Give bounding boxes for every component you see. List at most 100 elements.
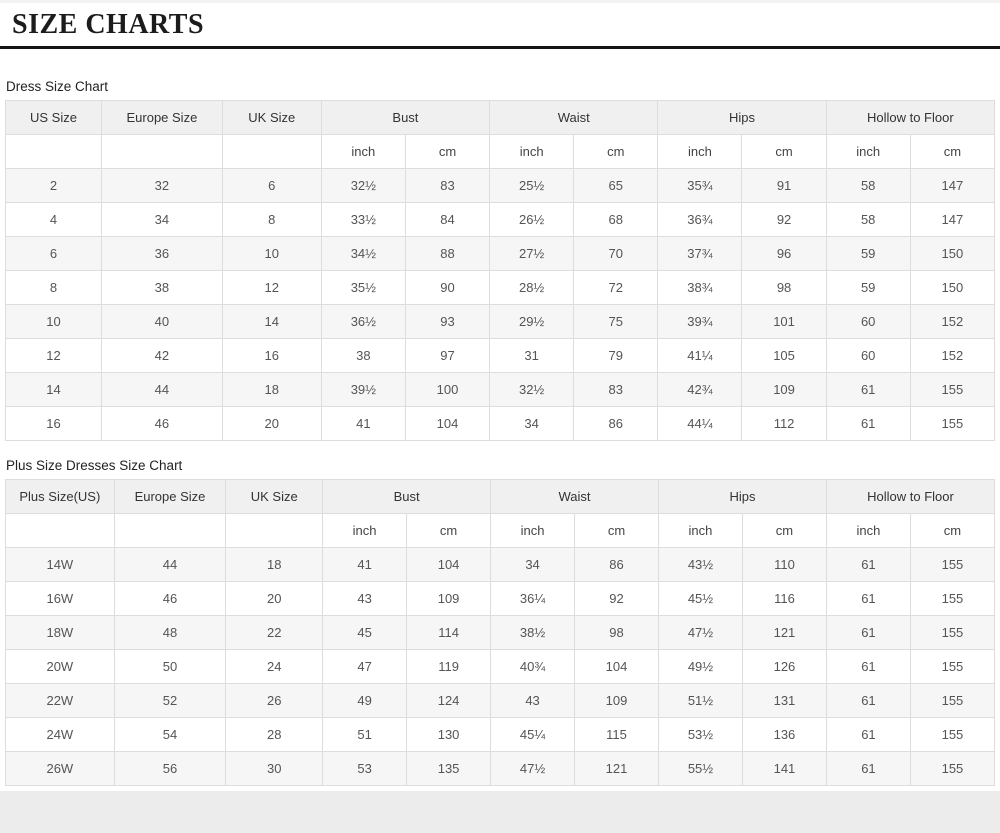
table-row: 6 36 10 34½ 88 27½ 70 37¾ 96 59 150 — [4, 236, 996, 272]
table-cell: 124 — [406, 683, 492, 719]
table-cell: 18W — [5, 615, 115, 651]
title-divider — [0, 46, 1000, 50]
column-header: Waist — [490, 479, 659, 515]
table-cell: 45 — [322, 615, 408, 651]
table-cell: 50 — [113, 649, 227, 685]
table-row: 16W 46 20 43 109 36¼ 92 45½ 116 61 155 — [5, 581, 996, 617]
table-cell: 68 — [573, 202, 659, 238]
table-cell: 53½ — [658, 717, 743, 753]
table-cell: 53 — [322, 751, 408, 787]
table-cell: 155 — [909, 406, 996, 442]
empty-header-cell — [5, 513, 115, 549]
table-cell: 36¾ — [657, 202, 743, 238]
table-cell: 55½ — [658, 751, 743, 787]
table-cell: 147 — [909, 202, 996, 238]
table-cell: 47½ — [490, 751, 576, 787]
table-cell: 41 — [322, 547, 408, 583]
table-cell: 104 — [404, 406, 491, 442]
table-cell: 40¾ — [490, 649, 576, 685]
dress-size-chart-label: Dress Size Chart — [6, 79, 109, 95]
table-cell: 61 — [825, 615, 911, 651]
table-row: 18W 48 22 45 114 38½ 98 47½ 121 61 155 — [5, 615, 996, 651]
table-cell: 51½ — [658, 683, 743, 719]
table-cell: 36¼ — [490, 581, 576, 617]
table-cell: 130 — [406, 717, 492, 753]
table-cell: 37¾ — [657, 236, 743, 272]
unit-header-cell: inch — [825, 134, 911, 170]
table-cell: 27½ — [489, 236, 575, 272]
unit-header-cell: inch — [490, 513, 576, 549]
column-header: UK Size — [221, 100, 322, 136]
table-cell: 48 — [113, 615, 227, 651]
table-cell: 93 — [404, 304, 491, 340]
table-cell: 61 — [825, 683, 911, 719]
table-cell: 105 — [741, 338, 827, 374]
empty-header-cell — [4, 134, 103, 170]
column-header: Hollow to Floor — [825, 100, 996, 136]
table-cell: 6 — [4, 236, 103, 272]
table-cell: 43½ — [658, 547, 743, 583]
table-cell: 18 — [221, 372, 322, 408]
table-row: 14W 44 18 41 104 34 86 43½ 110 61 155 — [5, 547, 996, 583]
table-cell: 136 — [741, 717, 827, 753]
table-cell: 49½ — [658, 649, 743, 685]
table-cell: 121 — [574, 751, 659, 787]
page-title: SIZE CHARTS — [12, 9, 205, 40]
table-row: 16 46 20 41 104 34 86 44¼ 112 61 155 — [4, 406, 996, 442]
table-cell: 34 — [101, 202, 223, 238]
table-cell: 61 — [825, 406, 911, 442]
unit-header-cell: cm — [404, 134, 491, 170]
table-row: 8 38 12 35½ 90 28½ 72 38¾ 98 59 150 — [4, 270, 996, 306]
table-cell: 8 — [4, 270, 103, 306]
table-cell: 150 — [909, 236, 996, 272]
table-cell: 35¾ — [657, 168, 743, 204]
table-cell: 28½ — [489, 270, 575, 306]
column-header: Hips — [657, 100, 827, 136]
table-cell: 116 — [741, 581, 827, 617]
table-cell: 61 — [825, 581, 911, 617]
table-cell: 61 — [825, 751, 911, 787]
unit-header-cell: inch — [322, 513, 408, 549]
table-cell: 26 — [225, 683, 324, 719]
table-cell: 155 — [909, 547, 996, 583]
table-cell: 38½ — [490, 615, 576, 651]
column-header: Hips — [658, 479, 827, 515]
table-cell: 46 — [113, 581, 227, 617]
table-cell: 109 — [741, 372, 827, 408]
table-row: 24W 54 28 51 130 45¼ 115 53½ 136 61 155 — [5, 717, 996, 753]
table-cell: 112 — [741, 406, 827, 442]
table-cell: 83 — [404, 168, 491, 204]
table-cell: 79 — [573, 338, 659, 374]
table-cell: 70 — [573, 236, 659, 272]
table-cell: 44 — [113, 547, 227, 583]
column-header: UK Size — [225, 479, 324, 515]
table-cell: 155 — [909, 581, 996, 617]
table-cell: 97 — [404, 338, 491, 374]
table-cell: 26½ — [489, 202, 575, 238]
table-row: 14 44 18 39½ 100 32½ 83 42¾ 109 61 155 — [4, 372, 996, 408]
table-cell: 41 — [320, 406, 406, 442]
table-cell: 59 — [825, 236, 911, 272]
empty-header-cell — [113, 513, 227, 549]
table-cell: 38 — [320, 338, 406, 374]
table-cell: 155 — [909, 717, 996, 753]
table-cell: 38 — [101, 270, 223, 306]
table-cell: 65 — [573, 168, 659, 204]
table-cell: 47½ — [658, 615, 743, 651]
column-header: Europe Size — [113, 479, 227, 515]
table-cell: 60 — [825, 338, 911, 374]
table-cell: 61 — [825, 372, 911, 408]
table-cell: 29½ — [489, 304, 575, 340]
table-cell: 131 — [741, 683, 827, 719]
unit-header-cell: inch — [489, 134, 575, 170]
unit-header-cell: inch — [825, 513, 911, 549]
table-cell: 43 — [490, 683, 576, 719]
bottom-gap — [0, 786, 1000, 795]
table-cell: 34 — [490, 547, 576, 583]
table-cell: 54 — [113, 717, 227, 753]
table-cell: 83 — [573, 372, 659, 408]
table-cell: 36 — [101, 236, 223, 272]
column-header: Hollow to Floor — [825, 479, 996, 515]
empty-header-cell — [101, 134, 223, 170]
table-cell: 98 — [574, 615, 659, 651]
